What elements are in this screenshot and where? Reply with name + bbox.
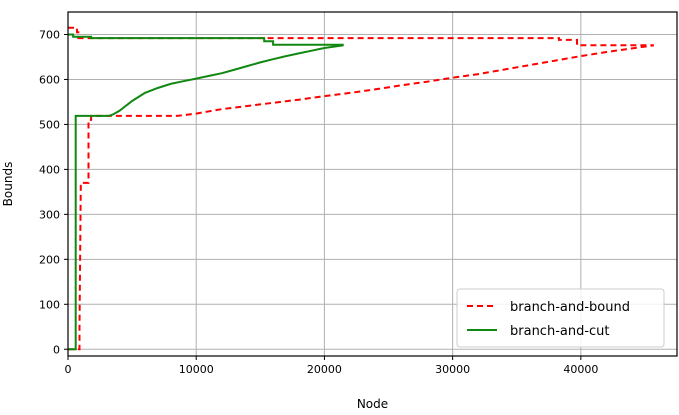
y-tick-label: 300 [39, 208, 60, 221]
legend-box [456, 288, 665, 348]
x-tick-label: 20000 [307, 363, 342, 376]
y-axis-label: Bounds [1, 162, 15, 207]
y-tick-label: 200 [39, 253, 60, 266]
y-tick-label: 700 [39, 28, 60, 41]
x-tick-label: 10000 [179, 363, 214, 376]
y-tick-label: 500 [39, 118, 60, 131]
series-lines [68, 26, 655, 351]
legend: branch-and-bound branch-and-cut [456, 288, 665, 348]
y-tick-label: 400 [39, 163, 60, 176]
series-line-branch-and-cut [68, 33, 344, 351]
legend-label-branch-and-cut: branch-and-cut [510, 324, 610, 339]
x-tick-label: 0 [65, 363, 72, 376]
legend-label-branch-and-bound: branch-and-bound [510, 300, 630, 315]
y-tick-label: 100 [39, 298, 60, 311]
x-axis-label: Node [357, 397, 388, 411]
series-line-branch-and-bound [68, 26, 655, 351]
y-tick-label: 0 [53, 343, 60, 356]
x-tick-label: 40000 [563, 363, 598, 376]
plot-frame [67, 11, 678, 357]
y-tick-label: 600 [39, 73, 60, 86]
x-tick-label: 30000 [435, 363, 470, 376]
grid [67, 12, 677, 356]
axis-ticks: 0 10000 20000 30000 40000 0 100 200 300 400 500 600… [39, 28, 598, 376]
